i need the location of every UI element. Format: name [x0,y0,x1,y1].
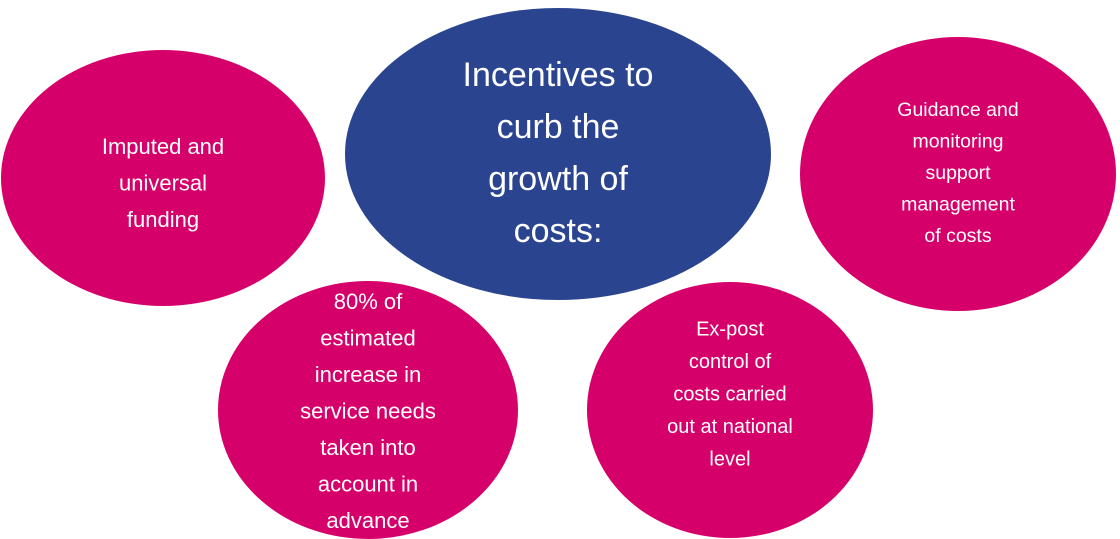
node-text: service needs [300,398,436,423]
node-text: costs: [514,212,603,250]
node-text: increase in [315,362,421,387]
node-text: funding [127,207,199,232]
node-text: level [709,448,750,470]
node-text: Ex-post [696,318,764,340]
node-text: Incentives to [463,56,654,94]
node-text: Imputed and [102,134,224,159]
bottom-right-ellipse [587,282,873,538]
node-text: Guidance and [897,99,1018,121]
node-text: taken into [320,435,415,460]
node-text: costs carried [673,383,786,405]
node-text: control of [689,351,772,373]
center-ellipse [343,6,773,302]
node-text: estimated [320,325,415,350]
right-ellipse [800,37,1116,311]
node-text: advance [326,508,409,533]
node-text: management [901,194,1015,216]
node-text: universal [119,170,207,195]
node-text: 80% of [334,289,403,314]
node-text: account in [318,471,418,496]
bottom-left-ellipse [216,279,520,539]
node-text: monitoring [912,131,1003,153]
node-text: growth of [488,160,628,198]
node-text: support [925,162,991,184]
node-text: of costs [924,225,991,247]
left-ellipse [1,50,325,306]
node-text: curb the [497,108,620,146]
node-text: out at national [667,416,793,438]
